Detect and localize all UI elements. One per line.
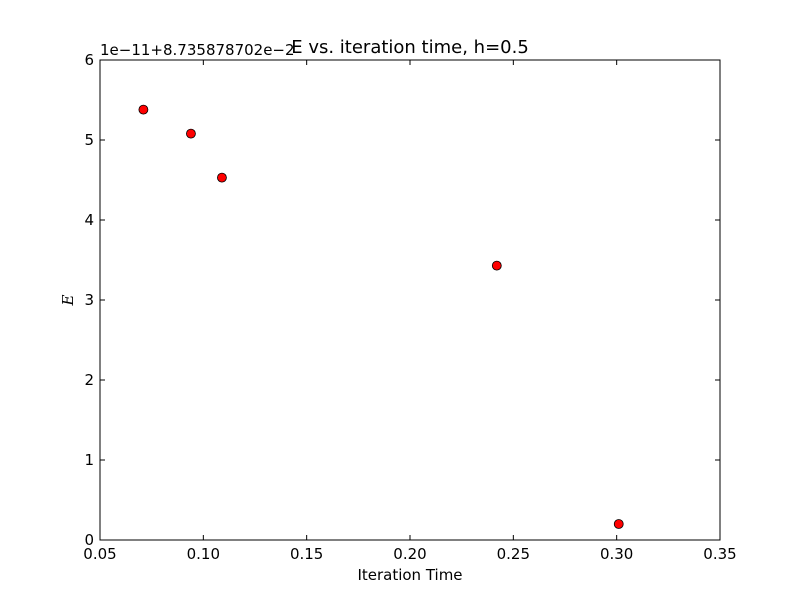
x-tick-label: 0.20 (393, 545, 426, 563)
y-axis-label: E (59, 294, 77, 306)
y-tick-label: 6 (84, 51, 94, 69)
y-tick-label: 4 (84, 211, 94, 229)
y-axis-ticks: 0 1 2 3 4 5 6 (84, 51, 720, 549)
y-tick-label: 0 (84, 531, 94, 549)
y-tick-label: 5 (84, 131, 94, 149)
x-axis-ticks: 0.05 0.10 0.15 0.20 0.25 0.30 0.35 (83, 60, 737, 563)
data-points (138, 104, 624, 529)
chart-title: E vs. iteration time, h=0.5 (291, 37, 529, 58)
y-tick-label: 2 (84, 371, 94, 389)
y-tick-label: 1 (84, 451, 94, 469)
x-tick-label: 0.10 (187, 545, 220, 563)
x-tick-label: 0.05 (83, 545, 116, 563)
x-axis-label: Iteration Time (357, 566, 462, 584)
y-axis-offset-text: 1e−11+8.735878702e−2 (100, 41, 295, 59)
data-point (491, 260, 502, 271)
x-tick-label: 0.25 (497, 545, 530, 563)
data-point (613, 519, 624, 529)
x-tick-label: 0.15 (290, 545, 323, 563)
x-tick-label: 0.35 (703, 545, 736, 563)
data-point (186, 128, 196, 139)
x-tick-label: 0.30 (600, 545, 633, 563)
data-point (217, 172, 227, 183)
y-tick-label: 3 (84, 291, 94, 309)
data-point (138, 104, 149, 115)
